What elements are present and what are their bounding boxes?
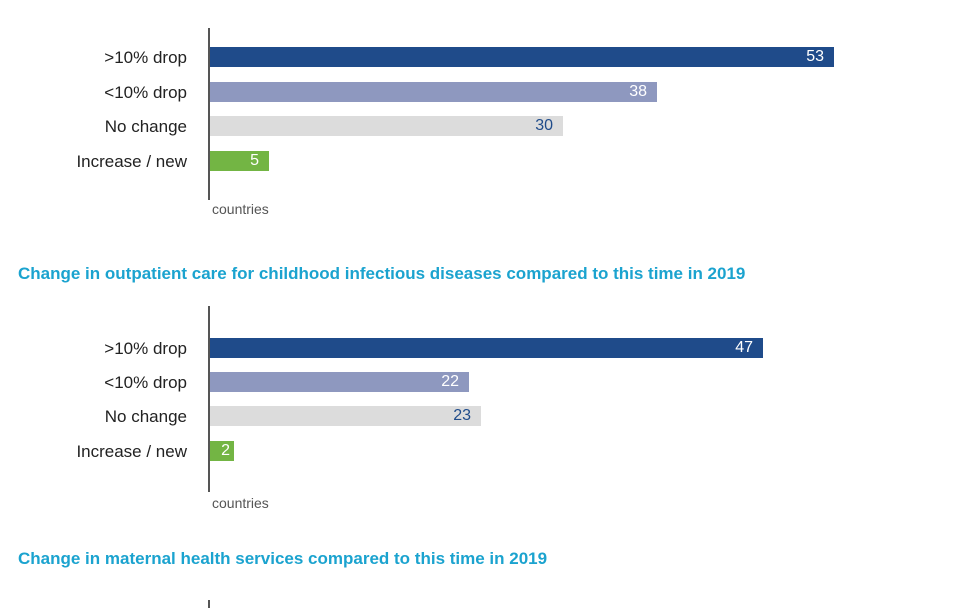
y-axis-line [208, 306, 210, 492]
chart-3 [0, 600, 974, 608]
value-label: 47 [735, 339, 753, 356]
category-label: No change [104, 407, 187, 426]
bar: 53 [210, 47, 834, 67]
bar: 5 [210, 151, 269, 171]
category-label: Increase / new [76, 442, 187, 461]
bar-row: <10% drop 38 [0, 82, 974, 104]
value-label: 53 [806, 48, 824, 65]
x-axis-unit-label: countries [212, 201, 269, 217]
category-label: <10% drop [104, 373, 187, 392]
chart-1: >10% drop 53 <10% drop 38 No change 30 Increas… [0, 28, 974, 228]
value-label: 23 [453, 407, 471, 424]
chart-2-title: Change in outpatient care for childhood … [18, 264, 746, 283]
bar-row: >10% drop 53 [0, 47, 974, 69]
bar: 23 [210, 406, 481, 426]
value-label: 2 [221, 442, 230, 459]
bar: 22 [210, 372, 469, 392]
bar-row: No change 30 [0, 116, 974, 138]
chart-3-title: Change in maternal health services compa… [18, 549, 548, 568]
bar-row: <10% drop 22 [0, 372, 974, 394]
value-label: 38 [629, 83, 647, 100]
bar-row: Increase / new 2 [0, 441, 974, 463]
category-label: >10% drop [104, 48, 187, 67]
y-axis-line [208, 600, 210, 608]
bar-row: Increase / new 5 [0, 151, 974, 173]
y-axis-line [208, 28, 210, 200]
bar: 38 [210, 82, 657, 102]
value-label: 5 [250, 152, 259, 169]
chart-2: >10% drop 47 <10% drop 22 No change 23 Increas… [0, 306, 974, 520]
bar: 2 [210, 441, 234, 461]
category-label: No change [104, 117, 187, 136]
category-label: >10% drop [104, 339, 187, 358]
bar: 30 [210, 116, 563, 136]
value-label: 30 [535, 117, 553, 134]
x-axis-unit-label: countries [212, 495, 269, 511]
bar: 47 [210, 338, 763, 358]
value-label: 22 [441, 373, 459, 390]
category-label: Increase / new [76, 152, 187, 171]
category-label: <10% drop [104, 83, 187, 102]
bar-row: >10% drop 47 [0, 338, 974, 360]
bar-row: No change 23 [0, 406, 974, 428]
